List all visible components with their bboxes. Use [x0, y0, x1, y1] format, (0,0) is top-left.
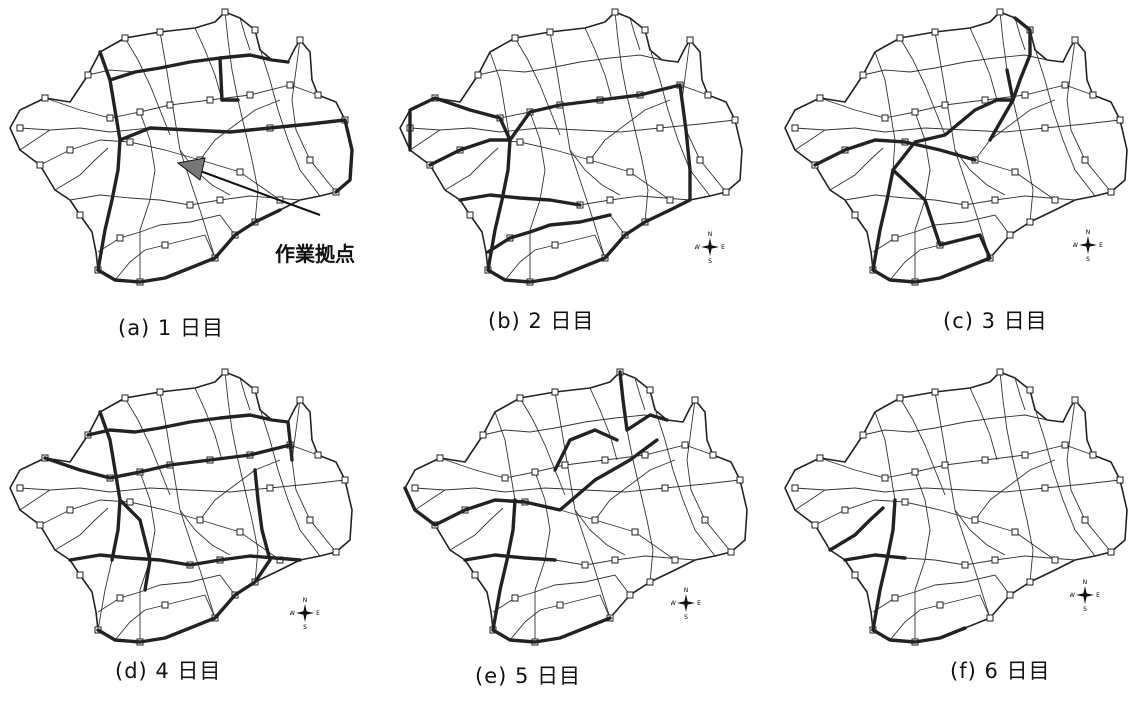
route-day-5-c	[491, 498, 517, 632]
compass-rose-f: N S W E	[1069, 578, 1100, 613]
route-day-4-a	[98, 410, 122, 562]
route-day-1-c	[108, 53, 290, 82]
svg-text:W: W	[695, 244, 700, 251]
route-day-6-d	[871, 626, 967, 644]
route-day-5-d	[463, 553, 557, 562]
route-map-day-3	[784, 8, 1128, 286]
svg-text:E: E	[316, 610, 320, 617]
panel-caption-d: (d) 4 日目	[115, 659, 222, 683]
svg-text:S: S	[708, 258, 712, 264]
panel-caption-c: (c) 3 日目	[943, 309, 1048, 333]
route-day-5-f	[553, 428, 619, 472]
map-panel-b: N S W E (b) 2 日目	[390, 0, 766, 347]
route-map-day-6	[784, 368, 1128, 646]
route-map-day-5	[403, 368, 748, 646]
map-panel-e: N S W E (e) 5 日目	[395, 360, 771, 707]
svg-text:W: W	[290, 610, 295, 617]
route-day-3-c	[871, 168, 992, 284]
base-label: 作業拠点	[275, 242, 355, 266]
panel-caption-f: (f) 6 日目	[950, 659, 1051, 683]
route-day-2-c	[486, 83, 692, 284]
route-day-4-d	[68, 553, 302, 567]
svg-text:N: N	[708, 231, 713, 238]
svg-text:S: S	[1083, 606, 1087, 612]
svg-text:E: E	[1096, 592, 1100, 599]
route-day-3-b	[871, 16, 1032, 272]
route-day-1-e	[218, 56, 240, 102]
svg-text:S: S	[684, 614, 688, 620]
compass-icon: N S W E	[289, 597, 320, 631]
map-panel-d: N S W E (d) 4 日目	[0, 360, 376, 707]
panel-caption-e: (e) 5 日目	[475, 664, 582, 688]
route-day-1-d	[96, 208, 282, 284]
route-map-day-4	[9, 368, 353, 646]
svg-text:E: E	[1099, 242, 1103, 249]
route-day-5-a	[403, 438, 659, 527]
compass-icon: N S W E	[1072, 229, 1103, 263]
compass-icon: N S W E	[694, 231, 725, 265]
route-day-4-b	[86, 413, 294, 462]
map-panel-f: N S W E (f) 6 日目	[775, 360, 1128, 707]
route-day-6-c	[828, 506, 885, 552]
svg-text:S: S	[303, 624, 307, 630]
route-day-4-f	[118, 498, 152, 592]
route-day-5-e	[491, 616, 612, 644]
route-day-3-a	[813, 138, 977, 167]
compass-icon: N S W E	[670, 587, 701, 621]
route-day-1-a	[96, 50, 122, 272]
svg-text:E: E	[721, 244, 725, 251]
compass-rose-e: N S W E	[670, 586, 701, 621]
svg-text:N: N	[303, 597, 308, 604]
compass-rose-c: N S W E	[1072, 228, 1103, 263]
route-day-2-b	[486, 83, 682, 272]
route-day-2-a	[408, 96, 512, 167]
route-day-1-b	[118, 118, 354, 194]
panel-caption-b: (b) 2 日目	[488, 309, 595, 333]
svg-text:S: S	[1086, 256, 1090, 262]
map-panel-c: N S W E (c) 3 日目	[775, 0, 1128, 347]
route-day-6-a	[871, 498, 897, 632]
route-day-4-c	[43, 443, 292, 480]
svg-text:N: N	[1086, 229, 1091, 236]
route-day-3-d	[988, 68, 1015, 142]
svg-text:N: N	[1083, 579, 1088, 586]
route-day-2-d	[486, 213, 612, 254]
compass-rose-d: N S W E	[289, 596, 320, 631]
route-map-day-2	[399, 8, 743, 286]
svg-text:W: W	[671, 600, 676, 607]
svg-text:W: W	[1070, 592, 1075, 599]
route-day-2-e	[458, 193, 582, 207]
compass-icon: N S W E	[1069, 579, 1100, 613]
svg-text:E: E	[697, 600, 701, 607]
compass-rose-b: N S W E	[694, 230, 725, 265]
route-day-5-b	[618, 370, 669, 432]
svg-text:W: W	[1073, 242, 1078, 249]
svg-text:N: N	[684, 587, 689, 594]
route-day-4-e	[96, 468, 272, 644]
panel-caption-a: (a) 1 日目	[118, 316, 224, 340]
route-day-6-b	[843, 553, 907, 562]
route-map-day-1	[9, 8, 354, 286]
map-panel-a: 作業拠点 (a) 1 日目	[0, 0, 376, 347]
